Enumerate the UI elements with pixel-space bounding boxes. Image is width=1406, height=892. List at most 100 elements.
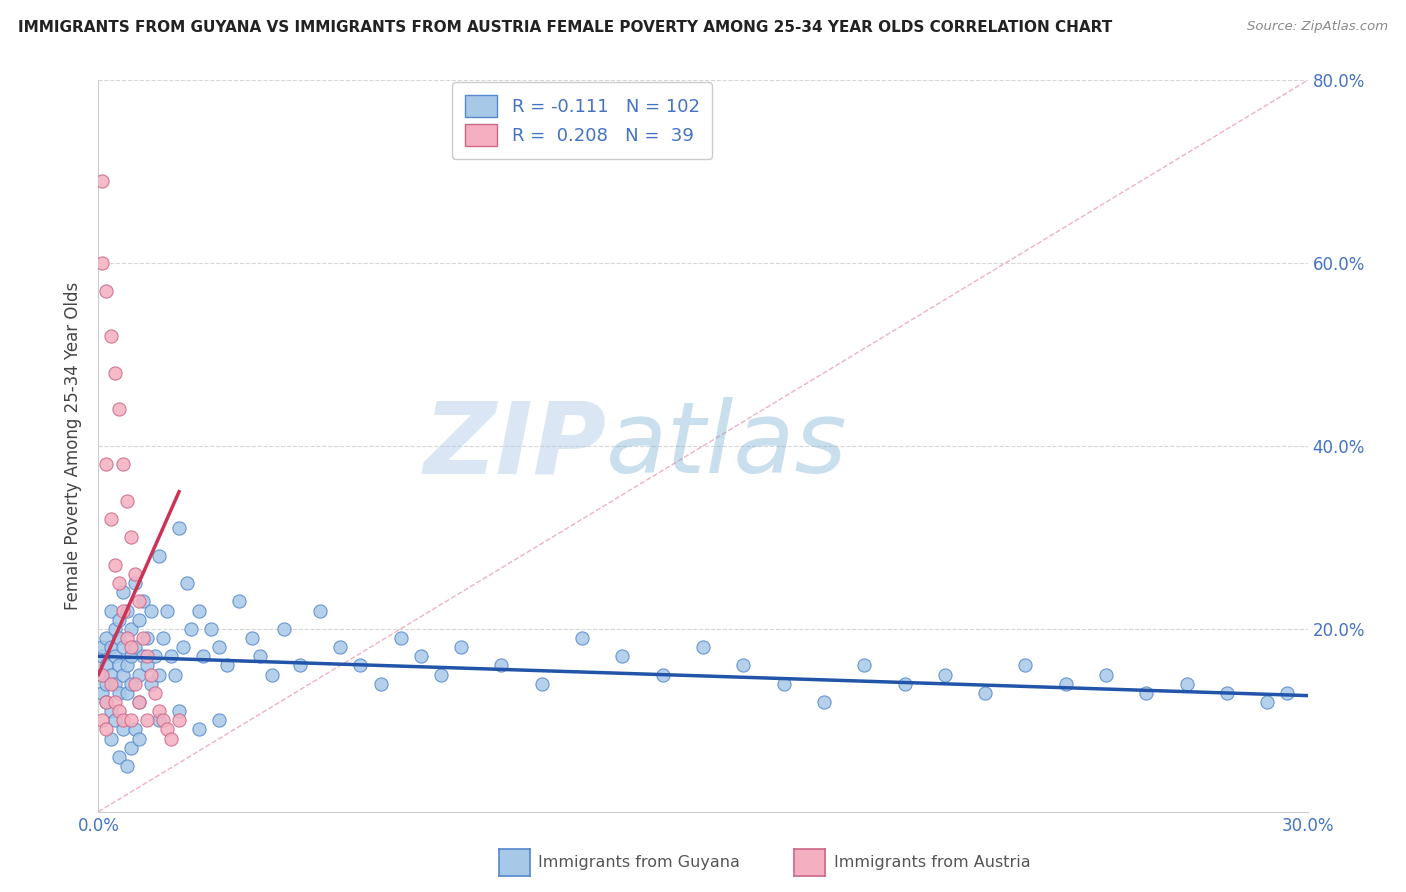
Text: atlas: atlas — [606, 398, 848, 494]
Point — [612, 649, 634, 664]
Point — [148, 549, 170, 563]
Point — [651, 667, 673, 681]
Point — [91, 649, 114, 664]
Point — [111, 714, 134, 728]
Point — [103, 695, 125, 709]
Point — [167, 521, 190, 535]
Point — [530, 676, 553, 690]
Point — [128, 695, 150, 709]
Point — [180, 622, 202, 636]
Text: Immigrants from Guyana: Immigrants from Guyana — [538, 855, 741, 870]
Point — [91, 667, 114, 681]
Point — [115, 658, 138, 673]
Point — [103, 558, 125, 572]
Point — [96, 676, 118, 690]
Point — [120, 649, 142, 664]
Y-axis label: Female Poverty Among 25-34 Year Olds: Female Poverty Among 25-34 Year Olds — [65, 282, 83, 610]
Point — [571, 631, 593, 645]
Point — [96, 284, 118, 298]
Point — [107, 631, 129, 645]
Point — [124, 676, 146, 690]
Point — [188, 723, 211, 737]
Point — [273, 622, 295, 636]
Point — [208, 640, 231, 655]
Point — [100, 667, 122, 681]
Point — [103, 649, 125, 664]
Point — [96, 723, 118, 737]
Text: IMMIGRANTS FROM GUYANA VS IMMIGRANTS FROM AUSTRIA FEMALE POVERTY AMONG 25-34 YEA: IMMIGRANTS FROM GUYANA VS IMMIGRANTS FRO… — [18, 20, 1112, 35]
Point — [103, 366, 125, 380]
Point — [208, 714, 231, 728]
Point — [91, 256, 114, 270]
Point — [148, 667, 170, 681]
Point — [120, 740, 142, 755]
Point — [160, 731, 183, 746]
Point — [107, 613, 129, 627]
Point — [389, 631, 412, 645]
Point — [107, 402, 129, 417]
Point — [111, 640, 134, 655]
Point — [120, 530, 142, 544]
Point — [193, 649, 215, 664]
Point — [160, 649, 183, 664]
Text: Source: ZipAtlas.com: Source: ZipAtlas.com — [1247, 20, 1388, 33]
Point — [200, 622, 222, 636]
Point — [103, 622, 125, 636]
Point — [128, 667, 150, 681]
Point — [491, 658, 513, 673]
Point — [100, 512, 122, 526]
Point — [813, 695, 835, 709]
Point — [124, 567, 146, 582]
Point — [100, 704, 122, 718]
Point — [430, 667, 453, 681]
Point — [135, 631, 157, 645]
Point — [124, 640, 146, 655]
Point — [120, 640, 142, 655]
Text: ZIP: ZIP — [423, 398, 606, 494]
Point — [934, 667, 956, 681]
Point — [128, 613, 150, 627]
Point — [96, 457, 118, 471]
Point — [309, 603, 332, 617]
Point — [91, 686, 114, 700]
Point — [115, 759, 138, 773]
Point — [96, 695, 118, 709]
Legend: R = -0.111   N = 102, R =  0.208   N =  39: R = -0.111 N = 102, R = 0.208 N = 39 — [451, 82, 713, 159]
Point — [107, 686, 129, 700]
Point — [115, 603, 138, 617]
Point — [111, 603, 134, 617]
Point — [107, 658, 129, 673]
Point — [128, 731, 150, 746]
Point — [135, 658, 157, 673]
Point — [132, 631, 155, 645]
Point — [91, 174, 114, 188]
Point — [124, 576, 146, 591]
Point — [217, 658, 239, 673]
Point — [115, 631, 138, 645]
Point — [103, 676, 125, 690]
Point — [96, 695, 118, 709]
Point — [974, 686, 997, 700]
Point — [91, 640, 114, 655]
Point — [139, 676, 162, 690]
Point — [103, 714, 125, 728]
Point — [176, 576, 198, 591]
Point — [692, 640, 714, 655]
Point — [139, 603, 162, 617]
Point — [111, 667, 134, 681]
Point — [107, 749, 129, 764]
Point — [120, 714, 142, 728]
Point — [163, 667, 186, 681]
Point — [107, 704, 129, 718]
Point — [450, 640, 472, 655]
Point — [167, 714, 190, 728]
Point — [1014, 658, 1036, 673]
Point — [1095, 667, 1118, 681]
Point — [156, 603, 179, 617]
Point — [135, 649, 157, 664]
Point — [329, 640, 352, 655]
Point — [228, 594, 250, 608]
Point — [111, 457, 134, 471]
Point — [148, 714, 170, 728]
Point — [260, 667, 283, 681]
